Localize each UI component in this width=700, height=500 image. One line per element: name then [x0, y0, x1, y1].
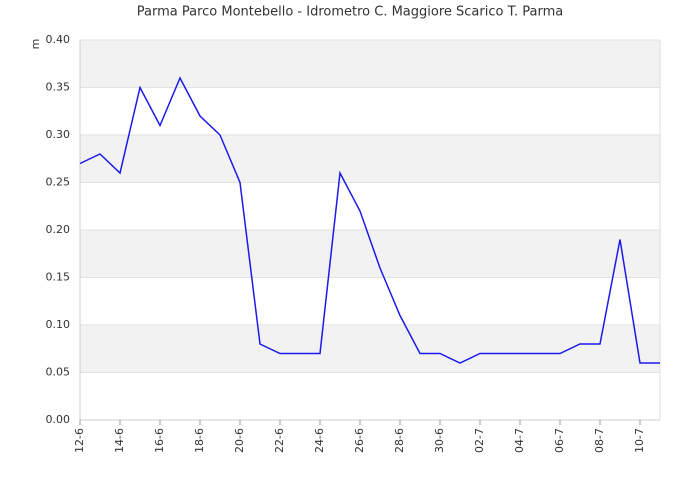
x-tick-label: 10-7 [633, 428, 646, 453]
y-tick-label: 0.05 [46, 366, 71, 379]
x-tick-label: 16-6 [153, 428, 166, 453]
y-axis-label: m [29, 39, 42, 50]
x-tick-label: 08-7 [593, 428, 606, 453]
chart-title: Parma Parco Montebello - Idrometro C. Ma… [137, 5, 563, 20]
grid-band [80, 40, 660, 88]
data-line [79, 76, 660, 364]
x-tick-label: 06-7 [553, 428, 566, 453]
x-tick-label: 20-6 [233, 428, 246, 453]
y-tick-label: 0.30 [46, 128, 71, 141]
x-tick-label: 14-6 [113, 428, 126, 453]
x-tick-label: 28-6 [393, 428, 406, 453]
grid-band [80, 325, 660, 373]
y-tick-label: 0.20 [46, 223, 71, 236]
y-tick-label: 0.00 [46, 413, 71, 426]
x-tick-label: 22-6 [273, 428, 286, 453]
grid-band [80, 230, 660, 278]
y-tick-label: 0.25 [46, 176, 71, 189]
x-tick-label: 24-6 [313, 428, 326, 453]
grid-band [80, 135, 660, 183]
y-tick-label: 0.10 [46, 318, 71, 331]
x-tick-label: 30-6 [433, 428, 446, 453]
x-tick-label: 02-7 [473, 428, 486, 453]
y-tick-label: 0.15 [46, 271, 71, 284]
y-tick-label: 0.40 [46, 33, 71, 46]
x-tick-label: 12-6 [73, 428, 86, 453]
x-tick-label: 04-7 [513, 428, 526, 453]
x-tick-label: 18-6 [193, 428, 206, 453]
x-tick-label: 26-6 [353, 428, 366, 453]
y-tick-label: 0.35 [46, 81, 71, 94]
